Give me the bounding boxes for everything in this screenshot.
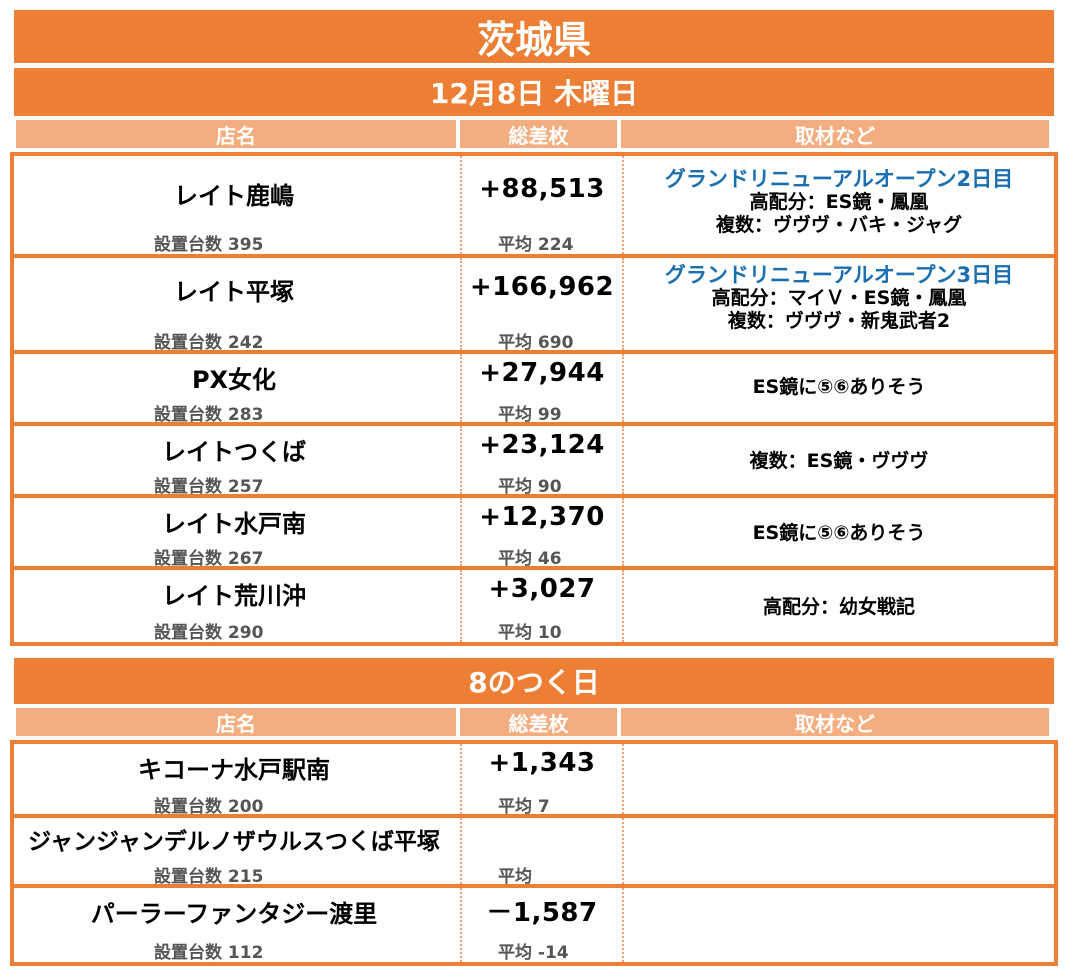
store-name: PX女化 (191, 366, 277, 394)
unit-count: 設置台数 215 (154, 867, 264, 887)
unit-count: 設置台数 267 (154, 549, 264, 569)
total-diff: +88,513 (479, 174, 605, 204)
unit-count: 設置台数 200 (154, 797, 264, 817)
store-name: レイトつくば (162, 438, 306, 466)
coverage-note: ES鏡に⑤⑥ありそう (626, 522, 1052, 545)
unit-count: 設置台数 283 (154, 405, 264, 425)
average: 平均 46 (498, 549, 562, 569)
table-row: ジャンジャンデルノザウルスつくば平塚 設置台数 215 平均 (14, 818, 1054, 887)
header-total-diff: 総差枚 (460, 708, 617, 736)
note-headline: グランドリニューアルオープン2日目 (664, 167, 1014, 191)
table-row: レイト鹿嶋 設置台数 395 +88,513 平均 224 グランドリニューアル… (14, 156, 1054, 255)
note-line: 複数：ヴヴヴ・バキ・ジャグ (715, 214, 963, 236)
store-name: レイト平塚 (174, 278, 294, 306)
store-name: レイト鹿嶋 (174, 182, 294, 210)
average: 平均 10 (498, 623, 562, 643)
coverage-note: 複数：ES鏡・ヴヴヴ (626, 450, 1052, 473)
header-coverage: 取材など (621, 120, 1049, 148)
total-diff: +27,944 (479, 358, 605, 388)
table-row: キコーナ水戸駅南 設置台数 200 +1,343 平均 7 (14, 744, 1054, 817)
average: 平均 7 (498, 797, 550, 817)
note-line: 高配分：ES鏡・鳳凰 (749, 191, 929, 213)
average: 平均 99 (498, 405, 562, 425)
store-name: ジャンジャンデルノザウルスつくば平塚 (28, 829, 440, 855)
note-line: 高配分：マイＶ・ES鏡・鳳凰 (711, 287, 967, 309)
header-store-name: 店名 (16, 708, 456, 736)
average: 平均 90 (498, 477, 562, 497)
coverage-note: グランドリニューアルオープン2日目 高配分：ES鏡・鳳凰 複数：ヴヴヴ・バキ・ジ… (626, 168, 1052, 237)
total-diff: +166,962 (469, 272, 615, 302)
coverage-note: ES鏡に⑤⑥ありそう (626, 376, 1052, 399)
note-line: ES鏡に⑤⑥ありそう (752, 376, 926, 398)
note-line: 複数：ES鏡・ヴヴヴ (749, 450, 929, 472)
header-coverage: 取材など (621, 708, 1049, 736)
average: 平均 (498, 867, 532, 887)
section1-table: レイト鹿嶋 設置台数 395 +88,513 平均 224 グランドリニューアル… (10, 152, 1058, 646)
section2-label: 8のつく日 (14, 658, 1054, 704)
total-diff: +3,027 (488, 574, 596, 604)
store-name: レイト水戸南 (162, 510, 306, 538)
table-row: PX女化 設置台数 283 +27,944 平均 99 ES鏡に⑤⑥ありそう (14, 354, 1054, 425)
total-diff: －1,587 (486, 898, 598, 928)
section2-table: キコーナ水戸駅南 設置台数 200 +1,343 平均 7 ジャンジャンデルノザ… (10, 740, 1058, 966)
table-row: パーラーファンタジー渡里 設置台数 112 －1,587 平均 -14 (14, 888, 1054, 963)
average: 平均 -14 (498, 943, 569, 963)
coverage-note: グランドリニューアルオープン3日目 高配分：マイＶ・ES鏡・鳳凰 複数：ヴヴヴ・… (626, 264, 1052, 333)
table-row: レイト水戸南 設置台数 267 +12,370 平均 46 ES鏡に⑤⑥ありそう (14, 498, 1054, 569)
table-row: レイト平塚 設置台数 242 +166,962 平均 690 グランドリニューア… (14, 258, 1054, 353)
store-name: レイト荒川沖 (162, 582, 306, 610)
unit-count: 設置台数 257 (154, 477, 264, 497)
page-title: 茨城県 (14, 10, 1054, 63)
unit-count: 設置台数 395 (154, 235, 264, 255)
store-name: キコーナ水戸駅南 (138, 756, 330, 784)
note-headline: グランドリニューアルオープン3日目 (664, 263, 1014, 287)
header-total-diff: 総差枚 (460, 120, 617, 148)
coverage-note: 高配分：幼女戦記 (626, 596, 1052, 619)
header-store-name: 店名 (16, 120, 456, 148)
note-line: ES鏡に⑤⑥ありそう (752, 522, 926, 544)
unit-count: 設置台数 112 (154, 943, 264, 963)
store-name: パーラーファンタジー渡里 (90, 900, 378, 928)
unit-count: 設置台数 290 (154, 623, 264, 643)
note-line: 高配分：幼女戦記 (762, 596, 915, 618)
total-diff: +1,343 (488, 748, 596, 778)
date-label: 12月8日 木曜日 (14, 68, 1054, 116)
unit-count: 設置台数 242 (154, 333, 264, 353)
table-row: レイトつくば 設置台数 257 +23,124 平均 90 複数：ES鏡・ヴヴヴ (14, 426, 1054, 497)
note-line: 複数：ヴヴヴ・新鬼武者2 (727, 310, 951, 332)
total-diff: +12,370 (479, 502, 605, 532)
average: 平均 224 (498, 235, 574, 255)
average: 平均 690 (498, 333, 574, 353)
table-row: レイト荒川沖 設置台数 290 +3,027 平均 10 高配分：幼女戦記 (14, 570, 1054, 643)
total-diff: +23,124 (479, 430, 605, 460)
